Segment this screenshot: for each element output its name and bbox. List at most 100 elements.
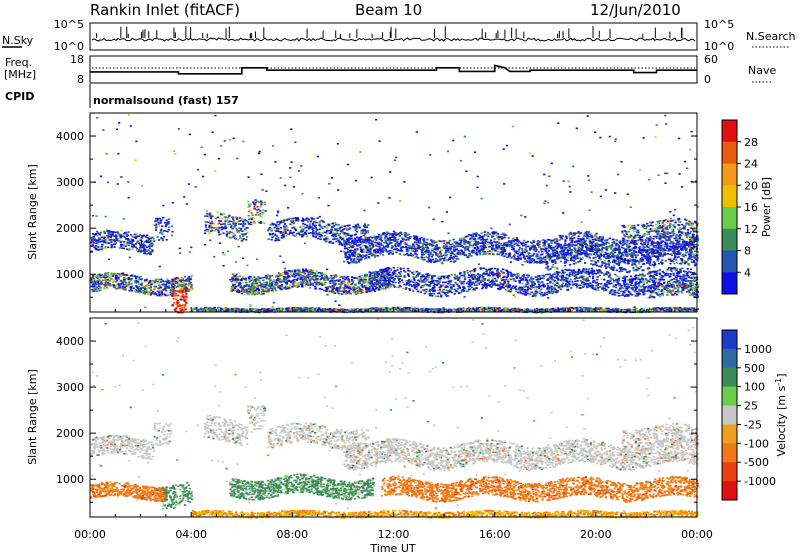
range-cell bbox=[372, 251, 376, 253]
range-cell bbox=[154, 220, 157, 222]
range-cell bbox=[677, 253, 680, 255]
beam-title: Beam 10 bbox=[355, 1, 422, 19]
range-cell bbox=[274, 229, 277, 231]
range-cell bbox=[307, 218, 310, 221]
range-cell bbox=[616, 244, 620, 246]
range-cell bbox=[487, 241, 490, 244]
range-cell bbox=[349, 249, 352, 252]
range-cell bbox=[143, 241, 146, 243]
range-cell bbox=[549, 268, 552, 270]
range-cell bbox=[137, 250, 140, 252]
range-cell bbox=[645, 230, 649, 233]
range-cell bbox=[339, 226, 342, 229]
range-cell bbox=[429, 251, 432, 253]
range-cell bbox=[348, 253, 351, 256]
range-cell bbox=[634, 241, 637, 243]
range-cell bbox=[112, 279, 115, 281]
range-cell bbox=[652, 261, 655, 263]
range-cell bbox=[426, 238, 429, 241]
range-cell bbox=[598, 243, 601, 246]
range-cell bbox=[643, 255, 646, 257]
range-cell bbox=[587, 231, 590, 233]
range-cell bbox=[603, 247, 606, 249]
range-cell bbox=[113, 242, 116, 245]
range-cell bbox=[92, 233, 95, 235]
range-cell bbox=[694, 240, 697, 242]
range-cell bbox=[463, 243, 466, 245]
range-cell bbox=[661, 236, 664, 238]
range-cell bbox=[384, 250, 387, 252]
range-cell bbox=[678, 237, 681, 239]
range-cell bbox=[230, 225, 233, 227]
range-cell bbox=[149, 237, 152, 240]
range-cell bbox=[517, 257, 520, 260]
range-cell bbox=[390, 247, 393, 249]
range-cell bbox=[124, 245, 127, 247]
range-cell bbox=[165, 219, 168, 222]
range-cell bbox=[452, 256, 455, 258]
range-cell bbox=[356, 241, 359, 243]
range-cell bbox=[332, 232, 335, 234]
range-cell bbox=[516, 258, 519, 260]
range-cell bbox=[346, 232, 349, 235]
range-cell bbox=[177, 280, 180, 282]
range-cell bbox=[381, 251, 385, 253]
range-cell bbox=[253, 208, 256, 210]
range-cell bbox=[343, 260, 346, 263]
range-cell bbox=[115, 287, 118, 290]
range-cell bbox=[121, 235, 124, 238]
range-cell bbox=[310, 217, 313, 219]
range-cell bbox=[655, 230, 658, 232]
range-cell bbox=[564, 239, 567, 241]
range-cell bbox=[126, 237, 129, 240]
range-cell bbox=[632, 267, 635, 269]
range-cell bbox=[508, 255, 511, 257]
range-cell bbox=[236, 239, 239, 241]
range-cell bbox=[312, 235, 315, 238]
range-cell bbox=[691, 239, 694, 242]
range-cell bbox=[368, 253, 371, 255]
range-cell bbox=[503, 236, 506, 239]
range-cell bbox=[376, 251, 379, 254]
range-cell bbox=[410, 248, 413, 251]
range-cell bbox=[652, 242, 655, 245]
range-cell bbox=[203, 229, 207, 232]
range-cell bbox=[678, 235, 681, 238]
range-cell bbox=[673, 256, 677, 259]
range-cell bbox=[159, 229, 163, 232]
range-cell bbox=[362, 238, 365, 241]
range-cell bbox=[692, 237, 695, 240]
range-cell bbox=[667, 236, 670, 238]
noise-panel-frame bbox=[89, 22, 698, 51]
range-cell bbox=[275, 224, 278, 226]
range-cell bbox=[333, 238, 336, 240]
range-cell bbox=[558, 239, 561, 241]
range-cell bbox=[642, 234, 645, 236]
range-cell bbox=[302, 222, 305, 225]
range-cell bbox=[272, 235, 275, 238]
range-cell bbox=[599, 255, 602, 257]
range-cell bbox=[162, 288, 165, 291]
range-cell bbox=[413, 237, 416, 240]
range-cell bbox=[536, 253, 539, 256]
range-cell bbox=[149, 239, 152, 241]
range-cell bbox=[684, 261, 687, 264]
range-cell bbox=[692, 261, 695, 263]
range-cell bbox=[142, 249, 145, 252]
range-cell bbox=[676, 252, 679, 255]
range-cell bbox=[660, 246, 663, 249]
range-cell bbox=[510, 256, 513, 258]
range-cell bbox=[516, 253, 519, 255]
range-cell bbox=[523, 260, 526, 262]
range-cell bbox=[248, 203, 252, 205]
range-cell bbox=[292, 234, 295, 236]
range-cell bbox=[464, 247, 467, 250]
range-cell bbox=[188, 282, 191, 284]
range-cell bbox=[415, 238, 418, 241]
range-cell bbox=[696, 238, 700, 240]
range-cell bbox=[345, 247, 348, 250]
range-cell bbox=[611, 250, 614, 253]
range-cell bbox=[525, 255, 529, 257]
range-cell bbox=[365, 237, 368, 239]
range-cell bbox=[590, 249, 593, 251]
